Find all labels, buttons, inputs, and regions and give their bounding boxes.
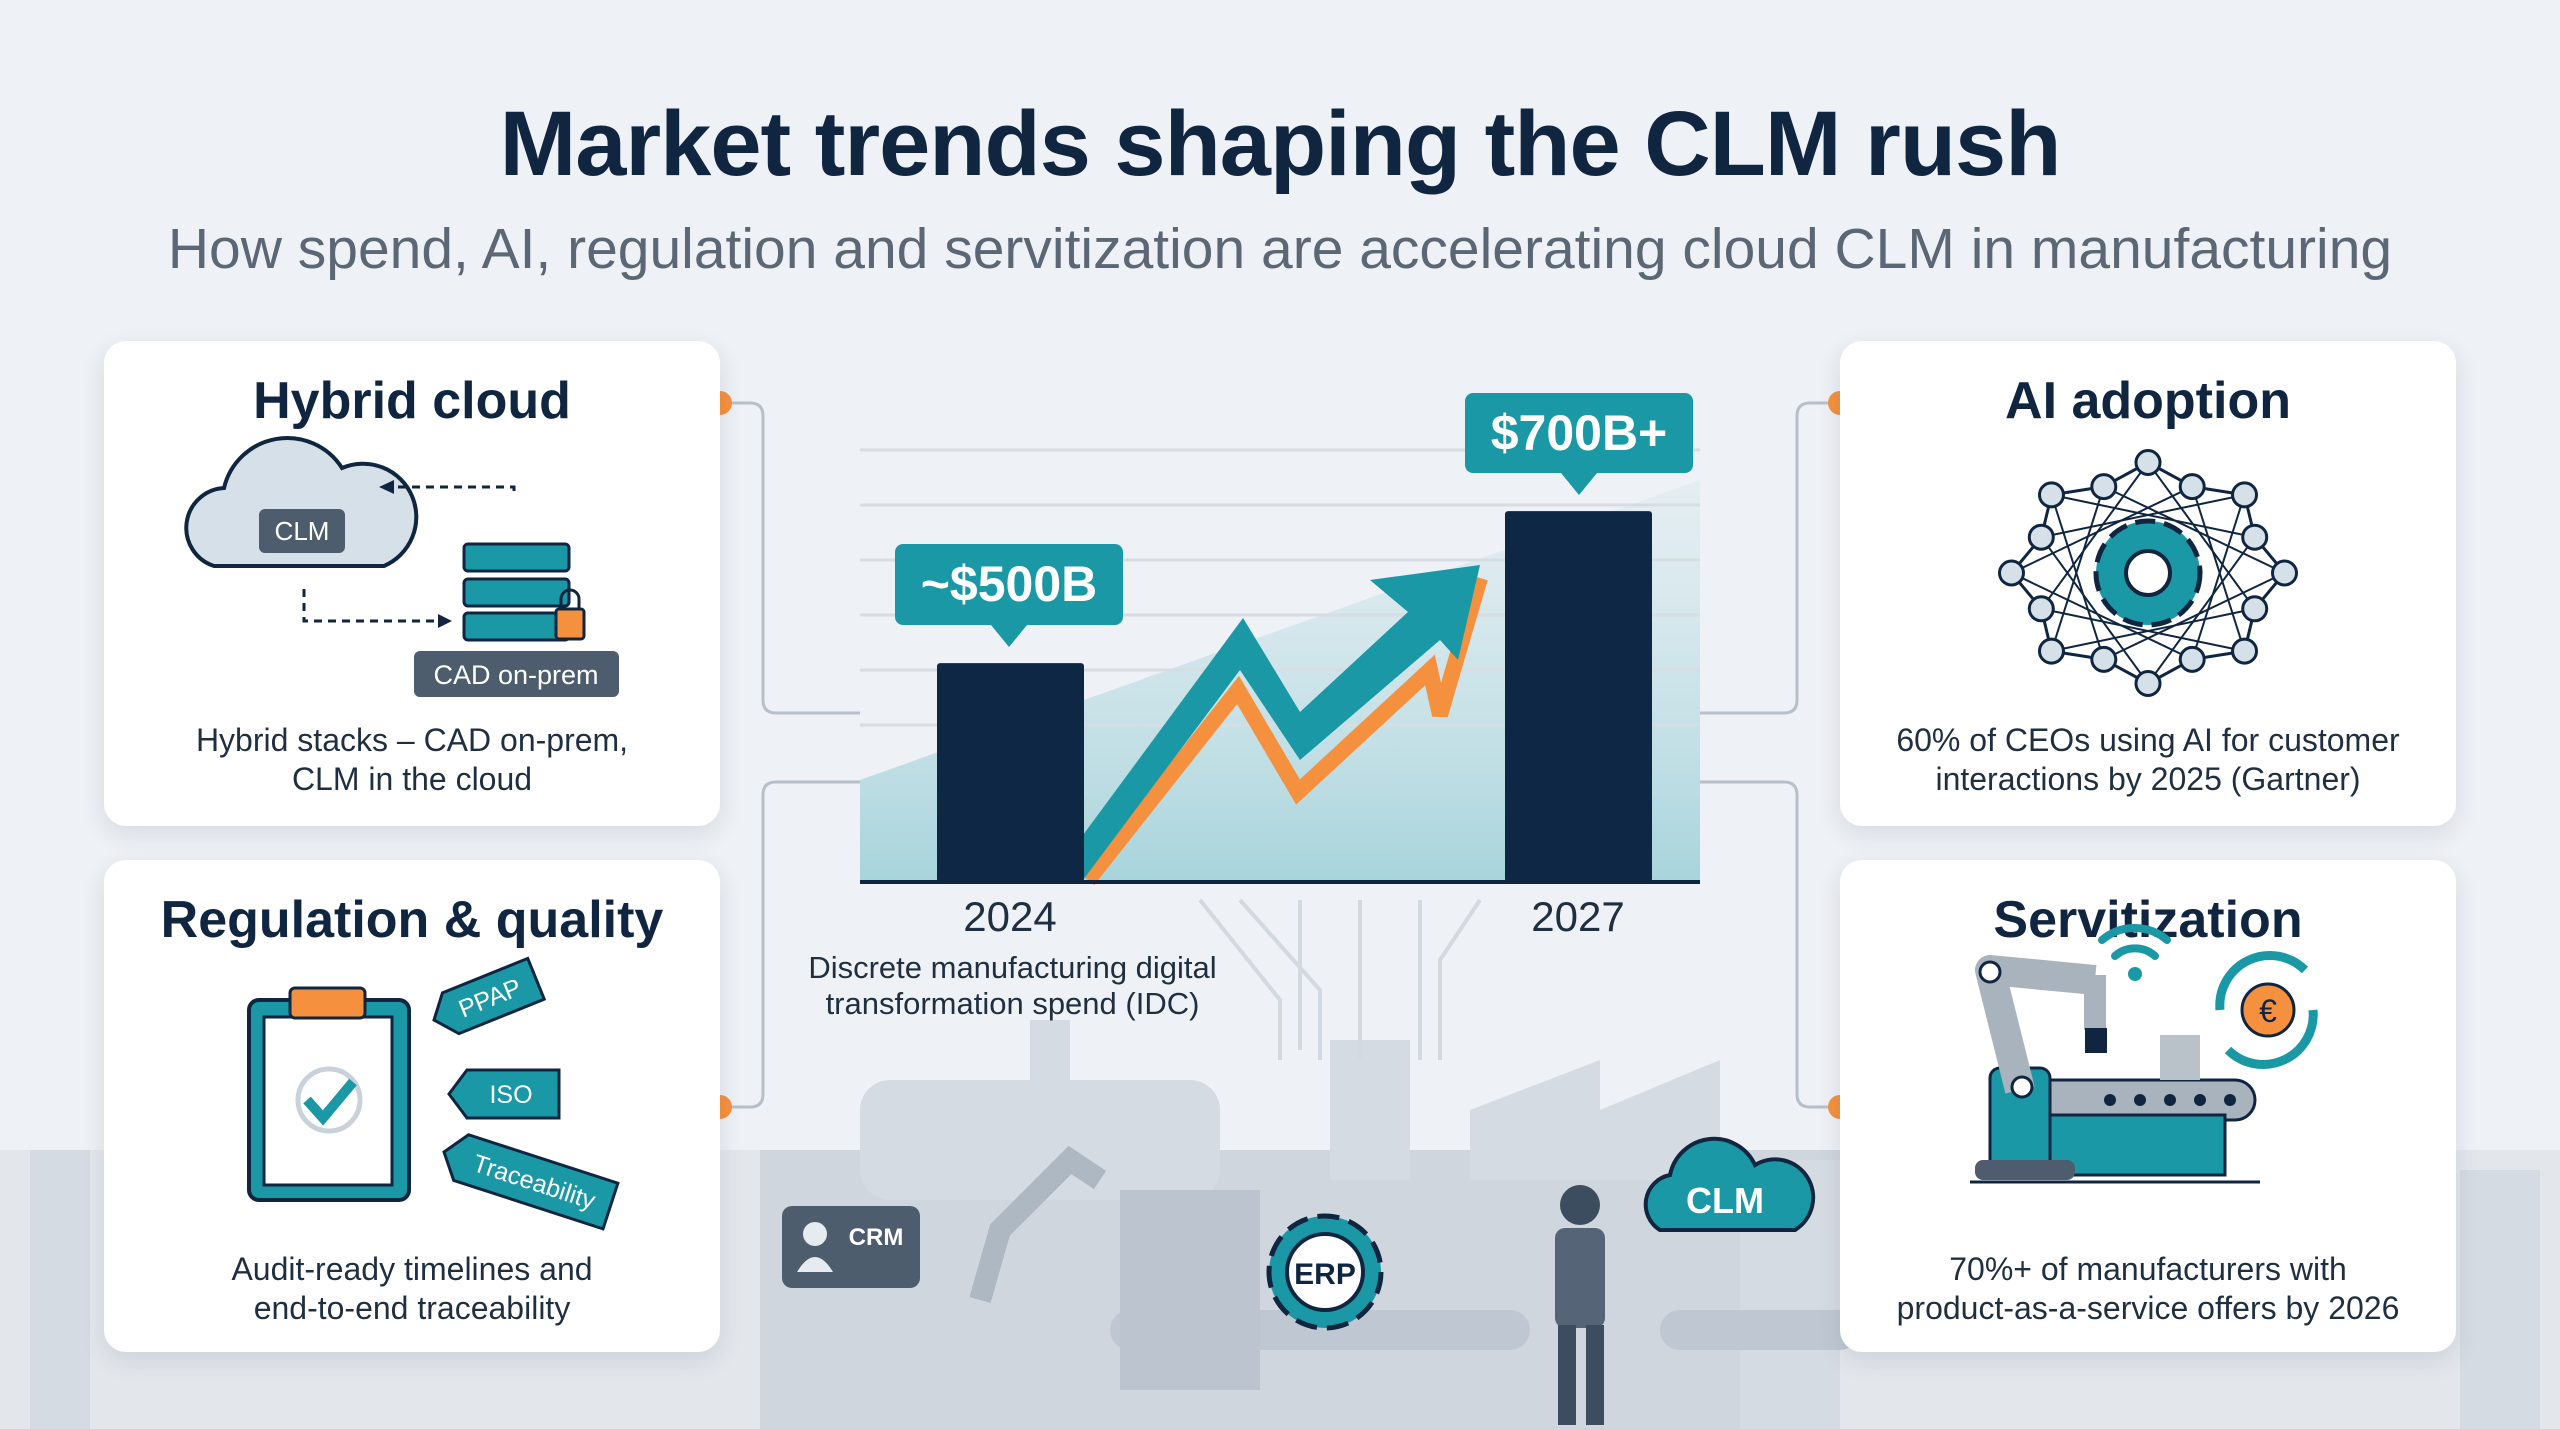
- network-node: [2271, 559, 2298, 587]
- card-title: Hybrid cloud: [253, 372, 571, 430]
- description-line: Hybrid stacks – CAD on-prem,: [195, 722, 629, 758]
- card-title: AI adoption: [2005, 372, 2291, 430]
- page-subtitle: How spend, AI, regulation and servitizat…: [167, 217, 2393, 281]
- network-node: [2231, 637, 2259, 665]
- tick-label-2024: 2024: [963, 893, 1057, 940]
- description-line: Audit-ready timelines and: [231, 1251, 593, 1287]
- crm-label: CRM: [849, 1224, 904, 1251]
- crm-badge: CRM: [782, 1206, 920, 1288]
- network-node: [2231, 481, 2259, 509]
- tag-iso: ISO: [489, 1081, 532, 1109]
- bar-2027: [1505, 511, 1652, 882]
- clipboard-illustration: PPAP ISO Traceability: [247, 956, 620, 1231]
- network-node: [2134, 670, 2162, 697]
- card-title: Servitization: [1993, 891, 2303, 949]
- chart: [860, 448, 1700, 885]
- description-line: 60% of CEOs using AI for customer: [1896, 722, 2400, 758]
- server-icon: [462, 542, 571, 642]
- network-node: [2037, 481, 2065, 509]
- data-label-2027: $700B+: [1465, 393, 1693, 495]
- network-node: [2178, 645, 2206, 673]
- trend-arrow-icon: [1083, 565, 1480, 880]
- network-node: [2037, 637, 2065, 665]
- network-node: [2178, 473, 2206, 501]
- worker-figure: [1555, 1185, 1605, 1425]
- description-line: 70%+ of manufacturers with: [1949, 1251, 2347, 1287]
- caption-line: Discrete manufacturing digital: [808, 950, 1217, 985]
- card-title: Regulation & quality: [160, 891, 664, 949]
- description-line: interactions by 2025 (Gartner): [1935, 761, 2361, 797]
- cloud-label: CLM: [275, 516, 330, 546]
- recurring-payment-icon: €: [2215, 951, 2318, 1069]
- server-label: CAD on-prem: [433, 660, 598, 690]
- erp-label: ERP: [1294, 1258, 1356, 1291]
- card-ai-adoption: AI adoption 60% of CEOs using AI for cus…: [1840, 341, 2456, 826]
- erp-gear-icon: ERP: [1266, 1213, 1384, 1331]
- trend-arrow-orange: [1081, 575, 1488, 885]
- data-label-2024: ~$500B: [895, 544, 1123, 647]
- network-node: [2027, 523, 2055, 551]
- caption-line: transformation spend (IDC): [825, 986, 1200, 1021]
- network-node: [2134, 449, 2162, 476]
- ai-network-gear-icon: [1998, 449, 2298, 697]
- tick-label-2027: 2027: [1531, 893, 1625, 940]
- network-node: [2241, 595, 2269, 623]
- chart-caption: Discrete manufacturing digital transforma…: [760, 950, 1265, 1022]
- card-description: Audit-ready timelines and end-to-end trac…: [104, 1250, 720, 1328]
- network-node: [1998, 559, 2025, 587]
- description-line: end-to-end traceability: [253, 1290, 571, 1326]
- wifi-icon: [2098, 924, 2171, 960]
- check-icon: [303, 1078, 357, 1126]
- hybrid-cloud-illustration: CLM CAD on-prem: [184, 436, 619, 697]
- card-hybrid-cloud: Hybrid cloud CLM CAD on-prem Hybrid stac…: [104, 341, 720, 826]
- card-description: Hybrid stacks – CAD on-prem, CLM in the c…: [104, 721, 720, 799]
- robot-arm-illustration: €: [1970, 924, 2318, 1184]
- description-line: product-as-a-service offers by 2026: [1896, 1290, 2400, 1326]
- card-regulation-quality: Regulation & quality PPAP ISO Traceabili…: [104, 860, 720, 1352]
- card-description: 70%+ of manufacturers with product-as-a-s…: [1840, 1250, 2456, 1328]
- description-line: CLM in the cloud: [291, 761, 533, 797]
- network-node: [2090, 645, 2118, 673]
- bar-2024: [937, 663, 1084, 882]
- clm-label: CLM: [1686, 1180, 1764, 1221]
- cloud-icon: [184, 436, 419, 568]
- card-description: 60% of CEOs using AI for customer interac…: [1840, 721, 2456, 799]
- card-servitization: Servitization € 70%+ of manufacturers wi…: [1840, 860, 2456, 1352]
- network-node: [2090, 473, 2118, 501]
- page-title: Market trends shaping the CLM rush: [499, 93, 2062, 195]
- lock-icon: [554, 607, 586, 641]
- euro-symbol: €: [2259, 993, 2277, 1029]
- network-node: [2241, 523, 2269, 551]
- network-node: [2027, 595, 2055, 623]
- clm-cloud-icon: CLM: [1643, 1136, 1816, 1232]
